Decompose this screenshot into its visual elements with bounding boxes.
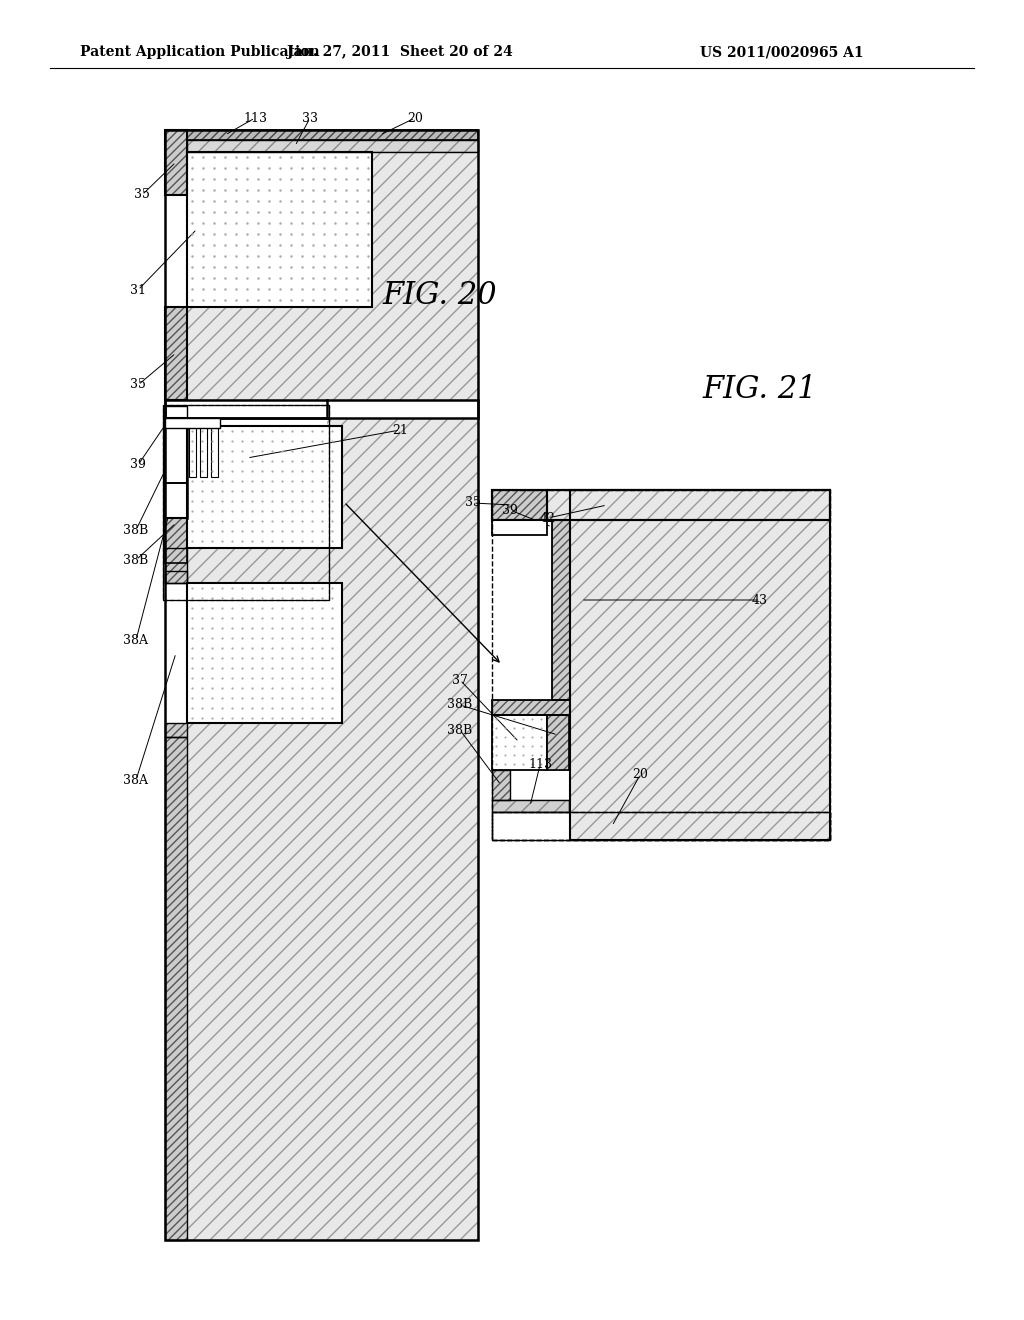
Text: 113: 113 (243, 111, 267, 124)
Bar (165, 723, 187, 737)
Bar (547, 715, 569, 770)
Bar (187, 426, 342, 548)
Text: US 2011/0020965 A1: US 2011/0020965 A1 (700, 45, 863, 59)
Text: 42: 42 (540, 511, 556, 524)
Bar (492, 812, 830, 840)
Bar (165, 418, 187, 483)
Bar (165, 418, 187, 483)
Text: FIG. 20: FIG. 20 (383, 280, 498, 310)
Bar (570, 490, 830, 840)
Bar (165, 418, 187, 517)
Bar (547, 490, 830, 520)
Bar (187, 583, 342, 723)
Text: 38A: 38A (124, 634, 148, 647)
Bar (165, 483, 187, 564)
Bar (187, 129, 478, 140)
Text: 38B: 38B (123, 553, 148, 566)
Bar (165, 548, 187, 583)
Bar (492, 490, 547, 520)
Bar (200, 424, 207, 477)
Bar (165, 572, 187, 583)
Bar (492, 700, 570, 715)
Bar (187, 129, 478, 140)
Bar (165, 407, 187, 418)
Bar (570, 490, 830, 840)
Text: 20: 20 (408, 111, 423, 124)
Bar (492, 800, 569, 812)
Bar (165, 418, 220, 428)
Bar (165, 308, 187, 400)
Text: 35: 35 (130, 379, 146, 392)
Bar (165, 400, 478, 418)
Bar (547, 490, 830, 520)
Text: 113: 113 (528, 759, 552, 771)
Text: 38B: 38B (447, 723, 473, 737)
Text: 39: 39 (502, 503, 518, 516)
Text: 43: 43 (752, 594, 768, 606)
Text: FIG. 21: FIG. 21 (702, 375, 817, 405)
Bar (552, 520, 570, 700)
Bar (492, 490, 830, 520)
Bar (552, 520, 570, 700)
Bar (492, 520, 547, 535)
Bar (165, 483, 187, 564)
Bar (187, 418, 327, 517)
Bar (492, 700, 570, 715)
Bar (165, 737, 187, 1239)
Bar (494, 521, 552, 700)
Bar (165, 548, 187, 583)
Text: 33: 33 (302, 111, 318, 124)
Bar (547, 715, 569, 770)
Bar (200, 424, 207, 477)
Bar (211, 424, 218, 477)
Bar (163, 405, 329, 601)
Text: 21: 21 (392, 424, 408, 437)
Bar (165, 129, 187, 195)
Bar (187, 152, 372, 308)
Bar (492, 770, 510, 800)
Text: 38A: 38A (124, 774, 148, 787)
Bar (165, 737, 187, 1239)
Bar (492, 490, 547, 520)
Text: Jan. 27, 2011  Sheet 20 of 24: Jan. 27, 2011 Sheet 20 of 24 (287, 45, 513, 59)
Bar (492, 770, 510, 800)
Bar (165, 723, 187, 737)
Text: Patent Application Publication: Patent Application Publication (80, 45, 319, 59)
Bar (165, 129, 478, 1239)
Text: 31: 31 (130, 284, 146, 297)
Text: 38B: 38B (447, 698, 473, 711)
Text: 35: 35 (134, 189, 150, 202)
Bar (163, 405, 329, 601)
Bar (165, 308, 187, 400)
Bar (187, 140, 478, 152)
Bar (492, 812, 830, 840)
Text: 38B: 38B (123, 524, 148, 536)
Bar (211, 424, 218, 477)
Bar (492, 800, 569, 812)
Text: 39: 39 (130, 458, 146, 471)
Bar (187, 140, 478, 152)
Text: 35: 35 (465, 496, 481, 510)
Text: 20: 20 (632, 768, 648, 781)
Bar (165, 407, 187, 418)
Bar (165, 572, 187, 583)
Bar (165, 129, 187, 195)
Bar (189, 424, 196, 477)
Bar (189, 424, 196, 477)
Bar (492, 490, 830, 840)
Text: 37: 37 (452, 673, 468, 686)
Bar (187, 129, 478, 1239)
Bar (492, 715, 547, 770)
